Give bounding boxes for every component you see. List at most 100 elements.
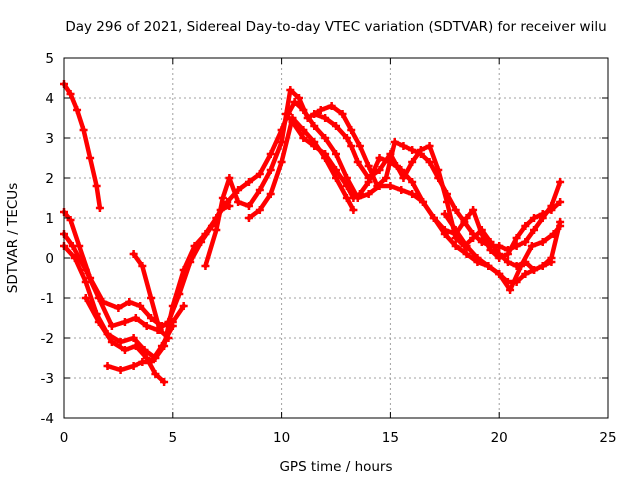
data-point (168, 302, 177, 310)
data-point (310, 110, 319, 118)
data-point (310, 122, 319, 130)
data-point (107, 338, 116, 346)
data-point (131, 342, 140, 350)
data-point (547, 258, 556, 266)
data-point (556, 178, 565, 186)
data-point (66, 216, 75, 224)
data-point (255, 186, 264, 194)
data-point (512, 262, 521, 270)
data-point (503, 278, 512, 286)
data-point (147, 358, 156, 366)
data-point (255, 206, 264, 214)
y-tick-label: 2 (45, 171, 54, 187)
data-point (338, 110, 347, 118)
data-point (147, 314, 156, 322)
data-series (60, 80, 565, 386)
data-point (116, 366, 125, 374)
data-point (321, 134, 330, 142)
x-tick-label: 0 (60, 430, 69, 446)
data-point (506, 286, 515, 294)
data-point (225, 174, 234, 182)
data-point (399, 142, 408, 150)
data-point (332, 150, 340, 158)
data-point (538, 210, 547, 218)
data-point (129, 250, 138, 258)
series-track-12 (440, 210, 556, 286)
data-point (68, 242, 77, 250)
data-point (386, 182, 395, 190)
series-track-6 (103, 322, 177, 374)
data-point (440, 226, 449, 234)
data-point (521, 270, 530, 278)
data-point (332, 174, 340, 182)
data-point (151, 370, 160, 378)
data-point (477, 226, 486, 234)
x-tick-label: 15 (382, 430, 399, 446)
data-point (416, 146, 425, 154)
series-track-11 (244, 114, 358, 222)
data-point (114, 304, 123, 312)
data-point (538, 238, 547, 246)
data-point (386, 150, 395, 158)
x-tick-label: 25 (599, 430, 616, 446)
data-point (425, 142, 434, 150)
series-track-7 (129, 250, 173, 342)
data-point (94, 294, 103, 302)
data-point (168, 322, 177, 330)
data-point (353, 158, 362, 166)
data-point (321, 114, 330, 122)
data-point (244, 202, 253, 210)
data-point (266, 166, 275, 174)
data-point (164, 334, 173, 342)
series-line (283, 111, 563, 261)
data-point (462, 250, 471, 258)
data-point (86, 154, 95, 162)
y-tick-label: 1 (45, 211, 54, 227)
y-tick-label: -4 (41, 411, 54, 427)
data-point (495, 250, 504, 258)
data-point (327, 102, 336, 110)
y-axis-label: SDTVAR / TECUs (5, 183, 21, 293)
data-point (399, 174, 408, 182)
data-point (486, 246, 495, 254)
data-point (212, 226, 221, 234)
data-point (469, 206, 478, 214)
data-point (125, 298, 134, 306)
data-point (408, 158, 417, 166)
data-point (462, 214, 471, 222)
y-tick-label: -3 (41, 371, 54, 387)
data-point (347, 126, 356, 134)
data-point (419, 198, 428, 206)
data-point (527, 242, 536, 250)
data-point (290, 98, 299, 106)
y-tick-label: 0 (45, 251, 54, 267)
data-point (530, 266, 539, 274)
data-point (73, 106, 82, 114)
data-point (255, 170, 264, 178)
x-tick-label: 10 (273, 430, 290, 446)
series-track-5 (81, 294, 169, 386)
data-point (556, 218, 565, 226)
data-point (321, 154, 330, 162)
data-point (94, 318, 103, 326)
data-point (390, 138, 399, 146)
data-point (347, 142, 356, 150)
data-point (364, 162, 373, 170)
data-point (440, 210, 449, 218)
data-point (281, 110, 290, 118)
data-point (244, 214, 253, 222)
data-point (451, 226, 460, 234)
data-point (138, 262, 147, 270)
data-point (495, 242, 504, 250)
data-point (142, 322, 151, 330)
data-point (342, 134, 351, 142)
data-point (286, 86, 295, 94)
data-point (332, 122, 340, 130)
data-point (342, 174, 351, 182)
data-point (120, 318, 129, 326)
data-point (512, 278, 521, 286)
data-point (277, 158, 286, 166)
data-point (373, 182, 382, 190)
data-point (503, 250, 512, 258)
